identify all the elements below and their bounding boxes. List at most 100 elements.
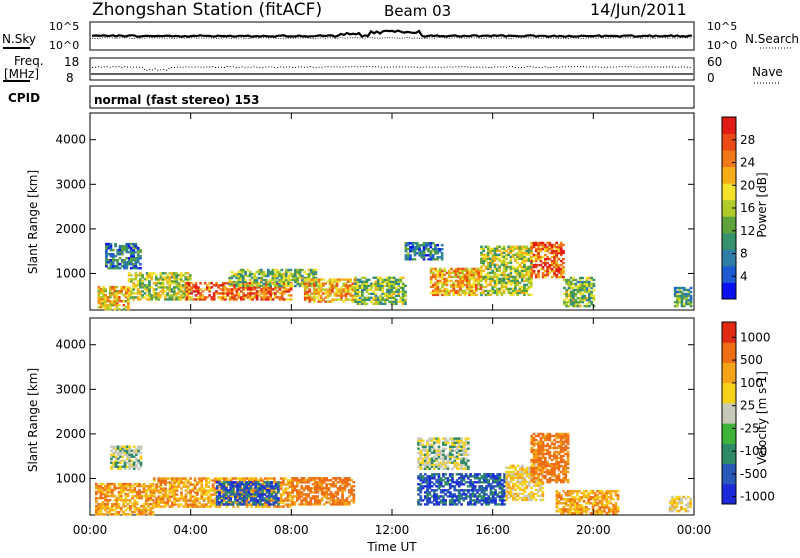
velocity-cell [149,483,152,485]
power-cell [105,243,108,245]
power-cell [211,296,214,298]
velocity-cell [225,487,228,489]
power-cell [450,268,453,270]
velocity-cell [191,487,194,489]
power-cell [308,273,311,275]
power-cell [516,262,519,264]
power-cell [489,290,492,292]
power-cell [565,301,568,303]
velocity-cell [451,468,454,470]
power-cell [519,266,522,268]
power-cell [180,294,183,296]
power-cell [123,245,126,247]
velocity-cell [127,499,130,501]
freq-panel: Freq. [MHz] 18 8 60 0 Nave [3,54,783,85]
velocity-cell [167,489,170,491]
velocity-cell [451,440,454,442]
power-cell [676,297,679,299]
velocity-cell [465,448,468,450]
power-cell [384,285,387,287]
velocity-cell [205,477,208,479]
power-cell [590,297,593,299]
velocity-cell [312,491,315,493]
velocity-cell [194,483,197,485]
velocity-cell [460,503,463,505]
velocity-cell [444,493,447,495]
velocity-cell [149,499,152,501]
velocity-cell [339,499,342,501]
velocity-cell [212,479,215,481]
power-cell [272,292,275,294]
power-cell [535,258,538,260]
power-cell [549,252,552,254]
velocity-cell [212,483,215,485]
power-cell [485,294,488,296]
power-cell [144,278,147,280]
power-cell [475,284,478,286]
velocity-cell [127,503,130,505]
velocity-cell [111,489,114,491]
velocity-cell [478,473,481,475]
velocity-cell [474,485,477,487]
power-cell [276,290,279,292]
power-cell [400,287,403,289]
velocity-cell [478,485,481,487]
power-colorbar-tick-label: 28 [740,133,755,147]
velocity-cell [472,481,475,483]
power-cells [98,242,693,311]
velocity-cell [419,491,422,493]
velocity-cell [440,458,443,460]
power-cell [505,262,508,264]
power-cell [388,301,391,303]
velocity-cell [503,503,506,505]
power-cell [105,253,108,255]
power-cell [427,250,430,252]
power-cell [491,270,494,272]
power-cell [368,297,371,299]
power-cell [432,284,435,286]
power-cell [349,278,352,280]
power-cell [690,295,693,297]
power-cell [409,246,412,248]
power-cell [528,266,531,268]
velocity-cell [248,501,251,503]
velocity-cell [426,491,429,493]
power-cell [202,294,205,296]
power-cell [505,282,508,284]
velocity-cell [104,503,107,505]
velocity-cell [261,485,264,487]
velocity-cell [218,501,221,503]
power-cell [150,272,153,274]
velocity-cell [444,481,447,483]
power-cell [157,278,160,280]
velocity-cell [422,468,425,470]
power-cell [121,253,124,255]
power-colorbar-tick-label: 12 [740,224,755,238]
velocity-cell [248,487,251,489]
power-cell [551,244,554,246]
velocity-cell [478,477,481,479]
power-cell [202,290,205,292]
velocity-cell [323,487,326,489]
power-cell [535,242,538,244]
power-cell [322,288,325,290]
velocity-cell [261,503,264,505]
velocity-cell [453,485,456,487]
power-cell [498,266,501,268]
power-cell [211,286,214,288]
velocity-cell [218,481,221,483]
velocity-cell [268,501,271,503]
velocity-cell [433,437,436,439]
power-cell [482,270,485,272]
nave-tick-high: 60 [707,55,722,69]
power-cell [324,282,327,284]
velocity-cell [316,477,319,479]
power-cell [441,244,444,246]
velocity-cell [512,493,515,495]
velocity-cell [110,446,113,448]
velocity-cell [330,483,333,485]
power-cell [450,272,453,274]
power-cell [135,272,138,274]
velocity-cell [465,473,468,475]
velocity-cell [300,499,303,501]
